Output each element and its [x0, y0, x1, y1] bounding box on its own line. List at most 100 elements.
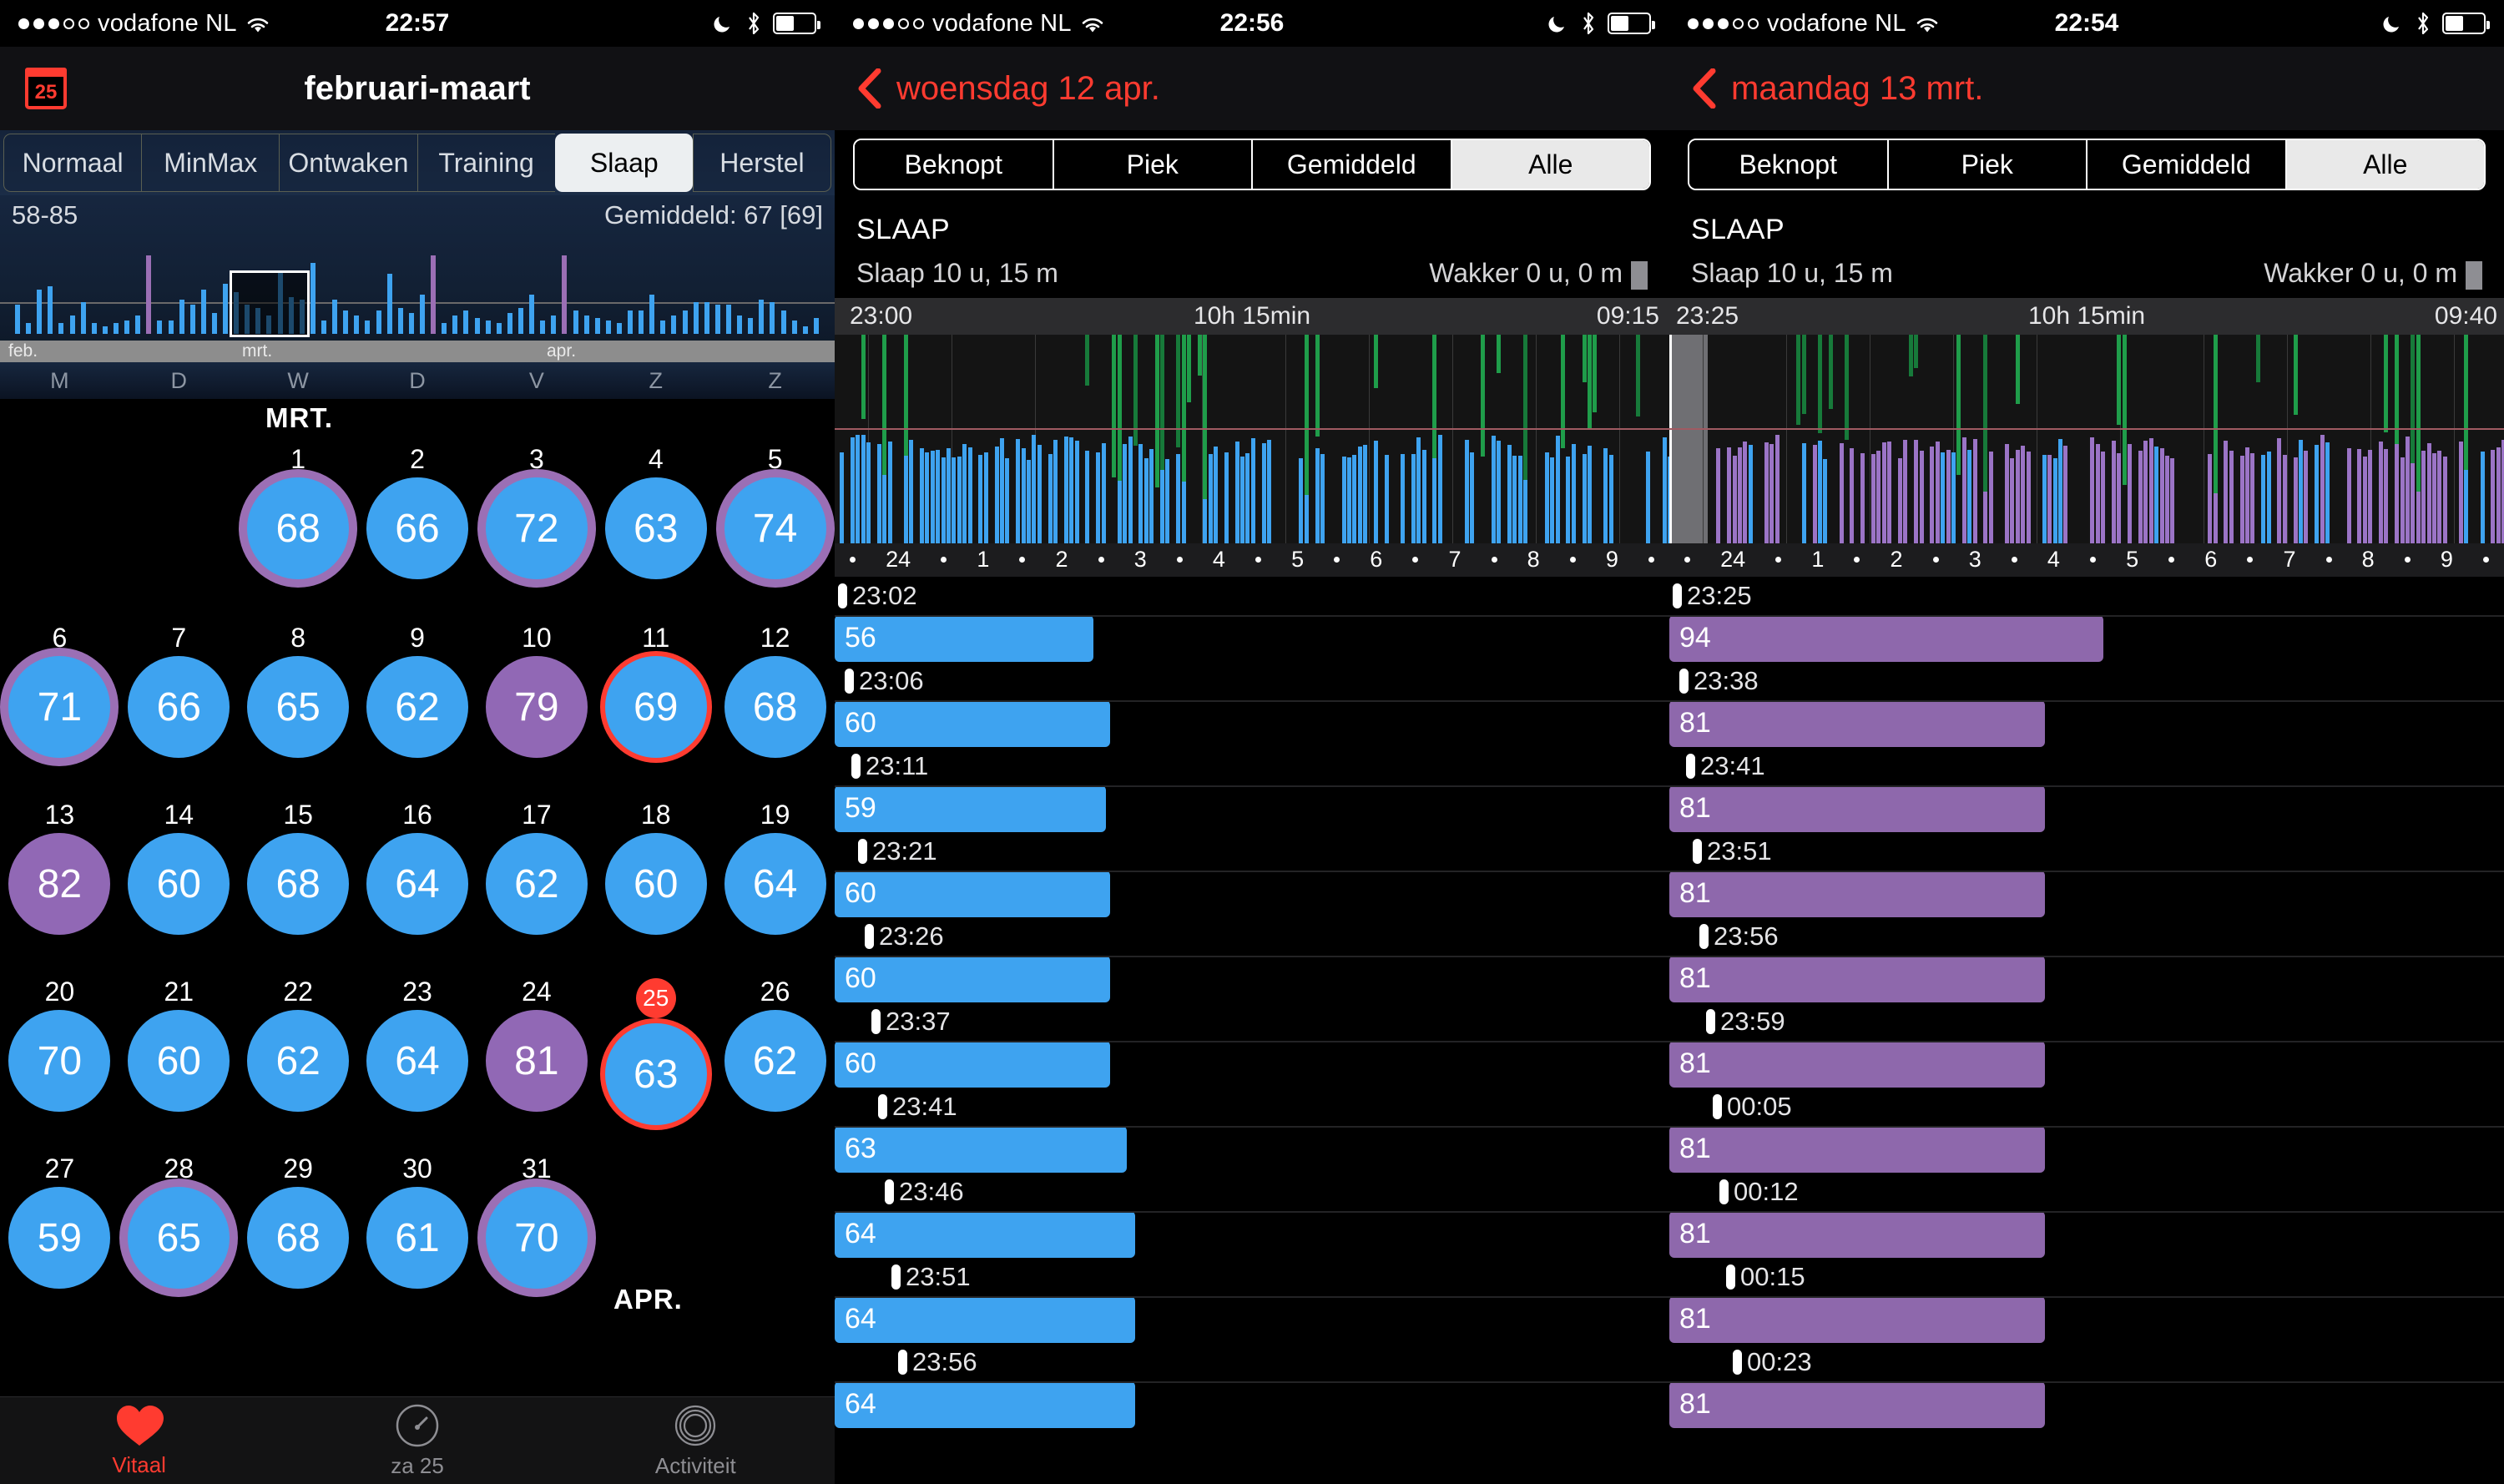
- calendar-day-cell[interactable]: 4 63: [596, 446, 715, 579]
- segment-ontwaken[interactable]: Ontwaken: [279, 134, 417, 192]
- measurement-row[interactable]: 23:51 64: [835, 1258, 1669, 1343]
- calendar-day-cell[interactable]: 30 61: [358, 1155, 477, 1289]
- calendar-day-cell[interactable]: 26 62: [715, 978, 835, 1125]
- calendar-day-cell[interactable]: 5 74: [715, 446, 835, 579]
- segment-beknopt[interactable]: Beknopt: [1689, 140, 1889, 189]
- measurement-row[interactable]: 23:56 64: [835, 1343, 1669, 1428]
- measurement-row[interactable]: 23:02 56: [835, 577, 1669, 662]
- calendar-day-cell[interactable]: 27 59: [0, 1155, 119, 1289]
- measurement-row[interactable]: 23:06 60: [835, 662, 1669, 747]
- calendar-icon[interactable]: 25: [25, 68, 67, 109]
- segment-slaap[interactable]: Slaap: [554, 134, 693, 192]
- calendar-day-cell[interactable]: 17 62: [477, 801, 596, 935]
- sparkline-bar: [310, 263, 316, 334]
- calendar-day-cell[interactable]: 22 62: [239, 978, 358, 1125]
- hypnogram-sleep-bar: [925, 452, 930, 543]
- hypnogram-sleep-bar: [930, 450, 935, 543]
- calendar-grid[interactable]: MRT. APR. 001682663724635746717668659621…: [0, 399, 835, 1327]
- calendar-day-cell[interactable]: 20 70: [0, 978, 119, 1125]
- segment-beknopt[interactable]: Beknopt: [855, 140, 1054, 189]
- metric-segmented-control[interactable]: Normaal MinMax Ontwaken Training Slaap H…: [0, 130, 835, 195]
- measurement-row[interactable]: 23:41 81: [1669, 747, 2504, 832]
- segment-herstel[interactable]: Herstel: [692, 134, 832, 192]
- measurement-row[interactable]: 23:46 64: [835, 1173, 1669, 1258]
- calendar-day-cell[interactable]: 11 69: [596, 624, 715, 758]
- segment-alle[interactable]: Alle: [2286, 140, 2484, 189]
- segment-minmax[interactable]: MinMax: [141, 134, 280, 192]
- measurement-row[interactable]: 23:26 60: [835, 917, 1669, 1002]
- calendar-day-cell[interactable]: 8 65: [239, 624, 358, 758]
- calendar-day-cell[interactable]: 31 70: [477, 1155, 596, 1289]
- status-clock: 22:56: [1219, 9, 1285, 37]
- back-chevron-icon[interactable]: [856, 68, 881, 109]
- hypnogram-sleep-bar: [1860, 452, 1865, 543]
- calendar-day-cell[interactable]: 13 82: [0, 801, 119, 935]
- measurement-row[interactable]: 23:21 60: [835, 832, 1669, 917]
- sparkline-selection-box[interactable]: [230, 270, 310, 337]
- segment-gemiddeld[interactable]: Gemiddeld: [2088, 140, 2287, 189]
- measurement-row[interactable]: 23:25 94: [1669, 577, 2504, 662]
- measurement-row[interactable]: 23:41 63: [835, 1088, 1669, 1173]
- hypnogram-sleep-bar: [1566, 456, 1571, 543]
- calendar-day-cell[interactable]: 21 60: [119, 978, 239, 1125]
- calendar-day-cell[interactable]: 7 66: [119, 624, 239, 758]
- calendar-day-cell[interactable]: 28 65: [119, 1155, 239, 1289]
- back-chevron-icon[interactable]: [1691, 68, 1716, 109]
- segment-gemiddeld[interactable]: Gemiddeld: [1253, 140, 1452, 189]
- panel-detail-12-apr: vodafone NL 22:56 woensdag 12 apr. Bekno…: [835, 0, 1669, 1484]
- calendar-day-cell[interactable]: 16 64: [358, 801, 477, 935]
- back-title[interactable]: maandag 13 mrt.: [1731, 69, 1984, 107]
- hypnogram-sleep-bar: [1887, 442, 1892, 543]
- measurement-row[interactable]: 23:51 81: [1669, 832, 2504, 917]
- calendar-day-cell[interactable]: 1 68: [239, 446, 358, 579]
- tab-activiteit[interactable]: Activiteit: [557, 1397, 835, 1484]
- tab-vitaal[interactable]: Vitaal: [0, 1397, 278, 1484]
- measurement-row[interactable]: 23:56 81: [1669, 917, 2504, 1002]
- measurement-row[interactable]: 00:12 81: [1669, 1173, 2504, 1258]
- calendar-day-cell[interactable]: 18 60: [596, 801, 715, 935]
- measurement-row[interactable]: 23:11 59: [835, 747, 1669, 832]
- measurement-list-right[interactable]: 23:25 94 23:38 81 23:41 81 23:51 81 23:56 81 23:59…: [1669, 576, 2504, 1428]
- detail-segmented-control-mid[interactable]: Beknopt Piek Gemiddeld Alle: [835, 130, 1669, 202]
- hypnogram-right[interactable]: [1669, 334, 2504, 543]
- calendar-day-cell[interactable]: 14 60: [119, 801, 239, 935]
- segment-alle[interactable]: Alle: [1451, 140, 1649, 189]
- segment-piek[interactable]: Piek: [1888, 140, 2088, 189]
- tab-bar[interactable]: Vitaal za 25 Activiteit: [0, 1396, 835, 1484]
- calendar-day-cell[interactable]: 15 68: [239, 801, 358, 935]
- hypnogram-mid[interactable]: [835, 334, 1669, 543]
- calendar-day-cell[interactable]: 24 81: [477, 978, 596, 1125]
- back-title[interactable]: woensdag 12 apr.: [896, 69, 1160, 107]
- hypnogram-movement-bar: [2255, 334, 2260, 382]
- measurement-row[interactable]: 23:38 81: [1669, 662, 2504, 747]
- sparkline-bars[interactable]: [0, 242, 835, 337]
- tab-day[interactable]: za 25: [278, 1397, 556, 1484]
- calendar-day-cell[interactable]: 12 68: [715, 624, 835, 758]
- calendar-day-cell[interactable]: 10 79: [477, 624, 596, 758]
- measurement-row[interactable]: 23:59 81: [1669, 1002, 2504, 1088]
- segment-normaal[interactable]: Normaal: [3, 134, 142, 192]
- segment-piek[interactable]: Piek: [1053, 140, 1253, 189]
- hypnogram-gridline: [2120, 334, 2121, 543]
- measurement-list-mid[interactable]: 23:02 56 23:06 60 23:11 59 23:21 60 23:26 60 23:37…: [835, 576, 1669, 1428]
- calendar-day-cell[interactable]: 6 71: [0, 624, 119, 758]
- calendar-day-cell[interactable]: 19 64: [715, 801, 835, 935]
- measurement-row[interactable]: 00:15 81: [1669, 1258, 2504, 1343]
- measurement-row[interactable]: 23:37 60: [835, 1002, 1669, 1088]
- measurement-row[interactable]: 00:23 81: [1669, 1343, 2504, 1428]
- calendar-day-cell[interactable]: 29 68: [239, 1155, 358, 1289]
- hypnogram-start-marker: [1669, 334, 1672, 543]
- calendar-day-cell[interactable]: 25 63: [596, 978, 715, 1125]
- calendar-day-cell[interactable]: 23 64: [358, 978, 477, 1125]
- calendar-day-number: 29: [283, 1153, 313, 1184]
- calendar-day-cell[interactable]: 9 62: [358, 624, 477, 758]
- segment-training[interactable]: Training: [416, 134, 555, 192]
- detail-segmented-control-right[interactable]: Beknopt Piek Gemiddeld Alle: [1669, 130, 2504, 202]
- trend-chart[interactable]: 58-85 Gemiddeld: 67 [69] feb. mrt. apr.: [0, 195, 835, 362]
- calendar-day-cell[interactable]: 2 66: [358, 446, 477, 579]
- hypnogram-sleep-bar: [861, 434, 866, 543]
- measurement-row[interactable]: 00:05 81: [1669, 1088, 2504, 1173]
- hour-tick-label: 3: [1133, 547, 1147, 573]
- hypnogram-movement-bar: [1160, 334, 1164, 470]
- calendar-day-cell[interactable]: 3 72: [477, 446, 596, 579]
